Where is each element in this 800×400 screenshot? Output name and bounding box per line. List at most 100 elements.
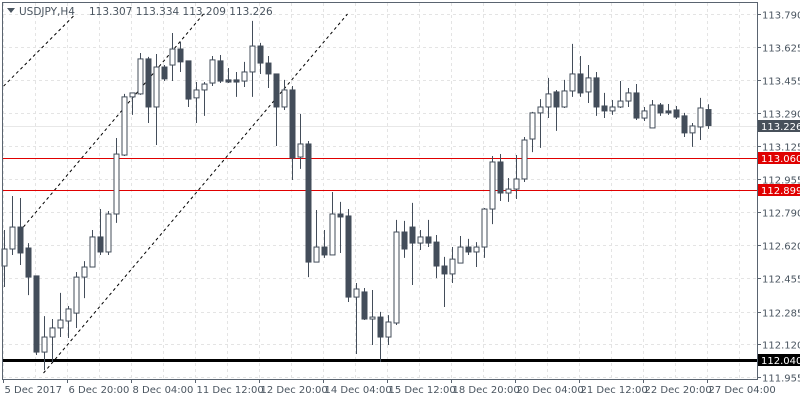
candle-body-bear (25, 247, 32, 278)
candle (241, 61, 248, 87)
candle-body-bull (449, 258, 456, 275)
y-tick-label: 113.125 (762, 143, 800, 154)
candle-body-bull (385, 321, 392, 338)
x-tick-label: 18 Dec 20:00 (453, 385, 520, 396)
candle-body-bull (201, 83, 208, 91)
candle (73, 271, 80, 328)
candle (449, 247, 456, 284)
candle (425, 219, 432, 248)
candle-body-bull (329, 213, 336, 256)
candle-body-bear (497, 161, 504, 194)
candle-body-bull (73, 276, 80, 314)
candle (481, 208, 488, 258)
candle-body-bear (577, 73, 584, 94)
candle-body-bull (353, 288, 360, 298)
candle (409, 202, 416, 286)
candle-body-bull (193, 89, 200, 99)
candle-body-bull (689, 125, 696, 134)
candle-body-bear (233, 79, 240, 83)
candle (689, 122, 696, 147)
candle (609, 100, 616, 115)
candle (569, 43, 576, 97)
candle-body-bull (249, 45, 256, 73)
candle-body-bear (337, 213, 344, 218)
y-tick-label: 112.955 (762, 176, 800, 187)
candle (633, 84, 640, 121)
candle-body-bull (481, 208, 488, 248)
candle-body-bull (537, 106, 544, 114)
candle-body-bear (673, 109, 680, 118)
candle (433, 234, 440, 279)
level-price-tag: 113.060 (761, 154, 800, 165)
candle-body-bear (321, 246, 328, 256)
candle (33, 275, 40, 356)
candle-body-bull (9, 226, 16, 250)
candle (169, 32, 176, 82)
candles (1, 20, 712, 371)
y-tick-label: 112.120 (762, 341, 800, 352)
candle (153, 53, 160, 145)
trendline (43, 13, 348, 374)
candle-body-bear (705, 109, 712, 127)
candle (65, 305, 72, 339)
candle (665, 104, 672, 115)
candle (441, 256, 448, 307)
candle-body-bull (489, 161, 496, 210)
candle (89, 230, 96, 268)
candle (345, 209, 352, 303)
y-tick-label: 112.455 (762, 275, 800, 286)
candle (273, 73, 280, 146)
x-tick-label: 15 Dec 12:00 (389, 385, 456, 396)
candle (417, 230, 424, 250)
candle-body-bull (417, 236, 424, 244)
candle-body-bull (49, 327, 56, 338)
candle (625, 87, 632, 107)
candle (249, 20, 256, 97)
candle-body-bear (185, 60, 192, 100)
candle-body-bear (33, 275, 40, 353)
candle (329, 192, 336, 256)
candle (145, 56, 152, 123)
trendline (3, 13, 76, 87)
candle-body-bull (281, 89, 288, 108)
candle-body-bear (441, 265, 448, 275)
candle-body-bull (545, 93, 552, 108)
candle (281, 79, 288, 110)
candle-body-bear (289, 89, 296, 159)
candle-body-bear (401, 231, 408, 250)
candle (9, 195, 16, 255)
candle-body-bull (521, 139, 528, 180)
candle (577, 55, 584, 97)
x-tick-label: 5 Dec 2017 (5, 385, 63, 396)
candle-body-bull (81, 266, 88, 278)
chart-header[interactable]: USDJPY,H4 113.307 113.334 113.209 113.22… (7, 6, 273, 18)
candle (97, 209, 104, 255)
candle-body-bull (313, 246, 320, 263)
candle-body-bull (617, 100, 624, 108)
triangle-down-icon[interactable] (7, 8, 15, 13)
candle (529, 111, 536, 153)
candle-body-bear (601, 105, 608, 112)
y-tick-label: 112.790 (762, 209, 800, 220)
y-tick-label: 113.455 (762, 77, 800, 88)
candle (513, 155, 520, 199)
candle (185, 60, 192, 107)
candle (673, 105, 680, 120)
candle (465, 238, 472, 255)
candle-body-bear (17, 226, 24, 254)
candle-body-bull (585, 77, 592, 93)
candle (233, 71, 240, 97)
candle (553, 89, 560, 131)
candle (297, 113, 304, 169)
candle (225, 68, 232, 84)
candle (57, 292, 64, 338)
candle-body-bear (161, 66, 168, 80)
candle-body-bull (57, 319, 64, 329)
candle-body-bull (41, 336, 48, 353)
candle (17, 197, 24, 266)
candle (177, 41, 184, 72)
candle (121, 93, 128, 157)
candle (385, 315, 392, 345)
candle-body-bear (273, 73, 280, 108)
candle-body-bull (89, 236, 96, 268)
